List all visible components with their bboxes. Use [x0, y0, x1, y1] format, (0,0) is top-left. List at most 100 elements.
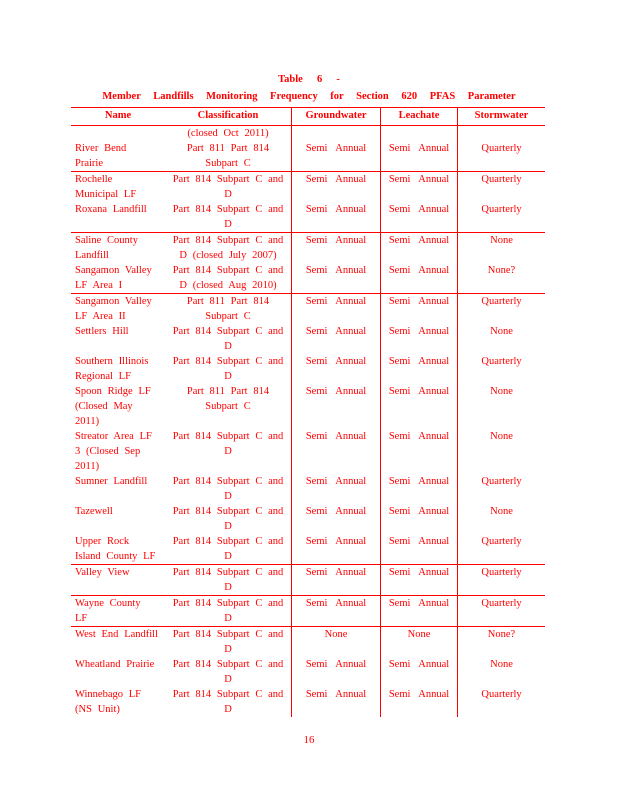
- cell-groundwater: Semi Annual: [291, 324, 380, 354]
- cell-classification: Part 814 Subpart C and D: [172, 204, 284, 230]
- cell-leachate: Semi Annual: [380, 263, 457, 293]
- table-row: Roxana Landfill Part 814 Subpart C and D S…: [71, 202, 545, 233]
- cell-name: West End Landfill: [75, 629, 159, 640]
- cell-name: River Bend Prairie: [75, 143, 127, 169]
- cell-leachate: Semi Annual: [380, 294, 457, 324]
- cell-classification: Part 814 Subpart C and D: [172, 689, 284, 715]
- cell-groundwater: Semi Annual: [291, 504, 380, 534]
- cell-leachate: Semi Annual: [380, 126, 457, 171]
- cell-leachate: Semi Annual: [380, 233, 457, 263]
- table-row: Valley View Part 814 Subpart C and D Semi …: [71, 565, 545, 596]
- cell-name: Rochelle Municipal LF: [75, 174, 137, 200]
- cell-groundwater: Semi Annual: [291, 429, 380, 474]
- table-row: Sumner Landfill Part 814 Subpart C and D S…: [71, 474, 545, 504]
- header-name: Name: [104, 110, 132, 121]
- cell-name: Southern Illinois Regional LF: [75, 356, 149, 382]
- table-header-row: Name Classification Groundwater Leachate…: [71, 107, 545, 126]
- cell-stormwater: None: [457, 384, 545, 429]
- table-row: Wayne County LF Part 814 Subpart C and D S…: [71, 596, 545, 627]
- cell-groundwater: Semi Annual: [291, 687, 380, 717]
- cell-groundwater: Semi Annual: [291, 384, 380, 429]
- cell-classification: Part 814 Subpart C and D (closed Aug 201…: [172, 265, 284, 291]
- cell-leachate: Semi Annual: [380, 354, 457, 384]
- cell-stormwater: Quarterly: [457, 534, 545, 564]
- cell-stormwater: Quarterly: [457, 565, 545, 595]
- table-row: West End Landfill Part 814 Subpart C and …: [71, 627, 545, 657]
- cell-stormwater: None: [457, 504, 545, 534]
- cell-stormwater: None: [457, 324, 545, 354]
- page-number: 16: [303, 734, 315, 746]
- cell-name: Saline County Landfill: [75, 235, 138, 261]
- cell-leachate: None: [380, 627, 457, 657]
- table-row: Winnebago LF (NS Unit) Part 814 Subpart C…: [71, 687, 545, 717]
- cell-stormwater: Quarterly: [457, 294, 545, 324]
- header-classification: Classification: [197, 110, 259, 121]
- header-stormwater: Stormwater: [457, 108, 545, 125]
- cell-name: Settlers Hill: [75, 326, 129, 337]
- table-row: Sangamon Valley LF Area I Part 814 Subpar…: [71, 263, 545, 294]
- cell-groundwater: Semi Annual: [291, 657, 380, 687]
- cell-leachate: Semi Annual: [380, 384, 457, 429]
- cell-classification: Part 811 Part 814 Subpart C: [186, 296, 270, 322]
- cell-classification: Part 814 Subpart C and D: [172, 174, 284, 200]
- cell-name: Wheatland Prairie: [75, 659, 155, 670]
- cell-stormwater: None: [457, 657, 545, 687]
- table-row: Southern Illinois Regional LF Part 814 Su…: [71, 354, 545, 384]
- cell-stormwater: None: [457, 233, 545, 263]
- cell-classification: Part 814 Subpart C and D: [172, 326, 284, 352]
- table-title-line1: Table 6 -: [278, 74, 340, 85]
- cell-stormwater: Quarterly: [457, 354, 545, 384]
- cell-leachate: Semi Annual: [380, 596, 457, 626]
- cell-groundwater: Semi Annual: [291, 233, 380, 263]
- cell-classification: Part 814 Subpart C and D: [172, 536, 284, 562]
- table-row: Upper Rock Island County LF Part 814 Subp…: [71, 534, 545, 565]
- cell-classification: Part 814 Subpart C and D: [172, 431, 284, 457]
- cell-classification: Part 814 Subpart C and D: [172, 476, 284, 502]
- cell-stormwater: None: [457, 429, 545, 474]
- cell-classification: (closed Oct 2011) Part 811 Part 814 Subp…: [186, 128, 270, 169]
- cell-leachate: Semi Annual: [380, 504, 457, 534]
- cell-groundwater: Semi Annual: [291, 202, 380, 232]
- cell-leachate: Semi Annual: [380, 429, 457, 474]
- table-title: Table 6 - Member Landfills Monitoring Fr…: [0, 71, 618, 105]
- cell-name: Sumner Landfill: [75, 476, 148, 487]
- cell-classification: Part 814 Subpart C and D: [172, 629, 284, 655]
- cell-name: Spoon Ridge LF (Closed May 2011): [75, 386, 151, 427]
- cell-name: Wayne County LF: [75, 598, 141, 624]
- cell-name: Roxana Landfill: [75, 204, 147, 215]
- cell-stormwater: Quarterly: [457, 202, 545, 232]
- cell-stormwater: Quarterly: [457, 172, 545, 202]
- table-body: River Bend Prairie (closed Oct 2011) Part…: [71, 126, 545, 717]
- cell-name: Streator Area LF 3 (Closed Sep 2011): [75, 431, 152, 472]
- cell-stormwater: None?: [457, 627, 545, 657]
- table-row: Streator Area LF 3 (Closed Sep 2011) Part…: [71, 429, 545, 474]
- header-groundwater: Groundwater: [291, 108, 380, 125]
- cell-name: Sangamon Valley LF Area I: [75, 265, 152, 291]
- cell-groundwater: Semi Annual: [291, 565, 380, 595]
- cell-classification: Part 811 Part 814 Subpart C: [186, 386, 270, 412]
- table-row: River Bend Prairie (closed Oct 2011) Part…: [71, 126, 545, 172]
- table-row: Sangamon Valley LF Area II Part 811 Part …: [71, 294, 545, 324]
- table-row: Rochelle Municipal LF Part 814 Subpart C …: [71, 172, 545, 202]
- cell-groundwater: Semi Annual: [291, 534, 380, 564]
- table-row: Settlers Hill Part 814 Subpart C and D Sem…: [71, 324, 545, 354]
- cell-classification: Part 814 Subpart C and D: [172, 659, 284, 685]
- cell-leachate: Semi Annual: [380, 202, 457, 232]
- cell-classification: Part 814 Subpart C and D: [172, 356, 284, 382]
- cell-classification: Part 814 Subpart C and D (closed July 20…: [172, 235, 284, 261]
- cell-leachate: Semi Annual: [380, 324, 457, 354]
- cell-leachate: Semi Annual: [380, 534, 457, 564]
- cell-leachate: Semi Annual: [380, 565, 457, 595]
- cell-groundwater: Semi Annual: [291, 263, 380, 293]
- header-leachate: Leachate: [380, 108, 457, 125]
- table-row: Spoon Ridge LF (Closed May 2011) Part 811…: [71, 384, 545, 429]
- cell-name: Winnebago LF (NS Unit): [75, 689, 142, 715]
- cell-leachate: Semi Annual: [380, 474, 457, 504]
- cell-groundwater: Semi Annual: [291, 126, 380, 171]
- cell-groundwater: Semi Annual: [291, 294, 380, 324]
- cell-name: Sangamon Valley LF Area II: [75, 296, 152, 322]
- cell-name: Upper Rock Island County LF: [75, 536, 156, 562]
- cell-leachate: Semi Annual: [380, 172, 457, 202]
- table-row: Wheatland Prairie Part 814 Subpart C and …: [71, 657, 545, 687]
